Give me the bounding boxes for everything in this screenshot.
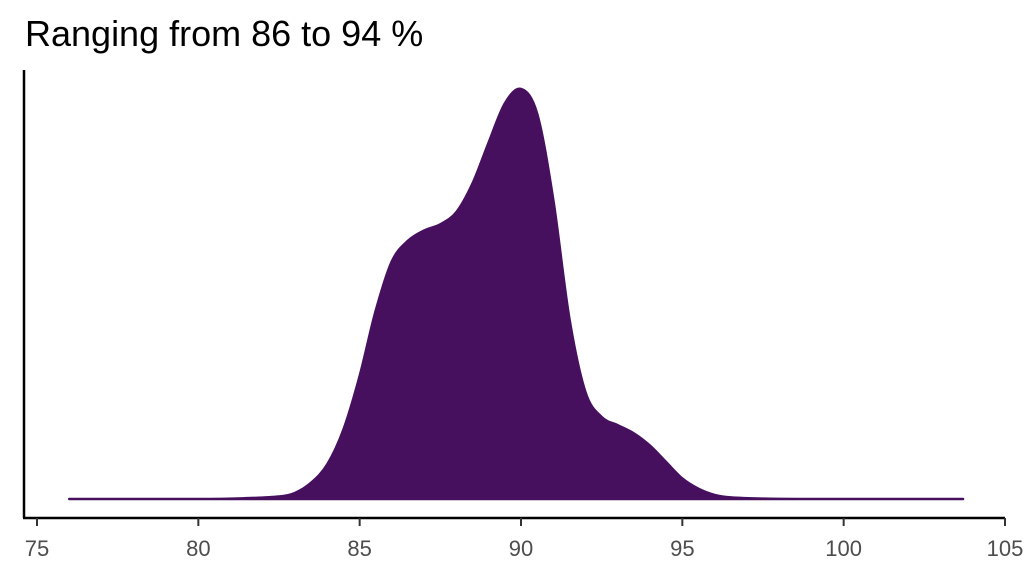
x-tick-label: 80 <box>186 536 210 561</box>
x-tick-label: 90 <box>509 536 533 561</box>
x-tick-label: 95 <box>670 536 694 561</box>
plot-area <box>68 87 965 501</box>
chart-title: Ranging from 86 to 94 % <box>25 13 423 54</box>
x-tick-label: 75 <box>25 536 49 561</box>
x-axis-ticks: 75 80 85 90 95 100 105 <box>25 518 1024 561</box>
x-tick-label: 100 <box>825 536 862 561</box>
x-tick-label: 85 <box>347 536 371 561</box>
x-tick-label: 105 <box>987 536 1024 561</box>
density-area <box>68 87 965 501</box>
